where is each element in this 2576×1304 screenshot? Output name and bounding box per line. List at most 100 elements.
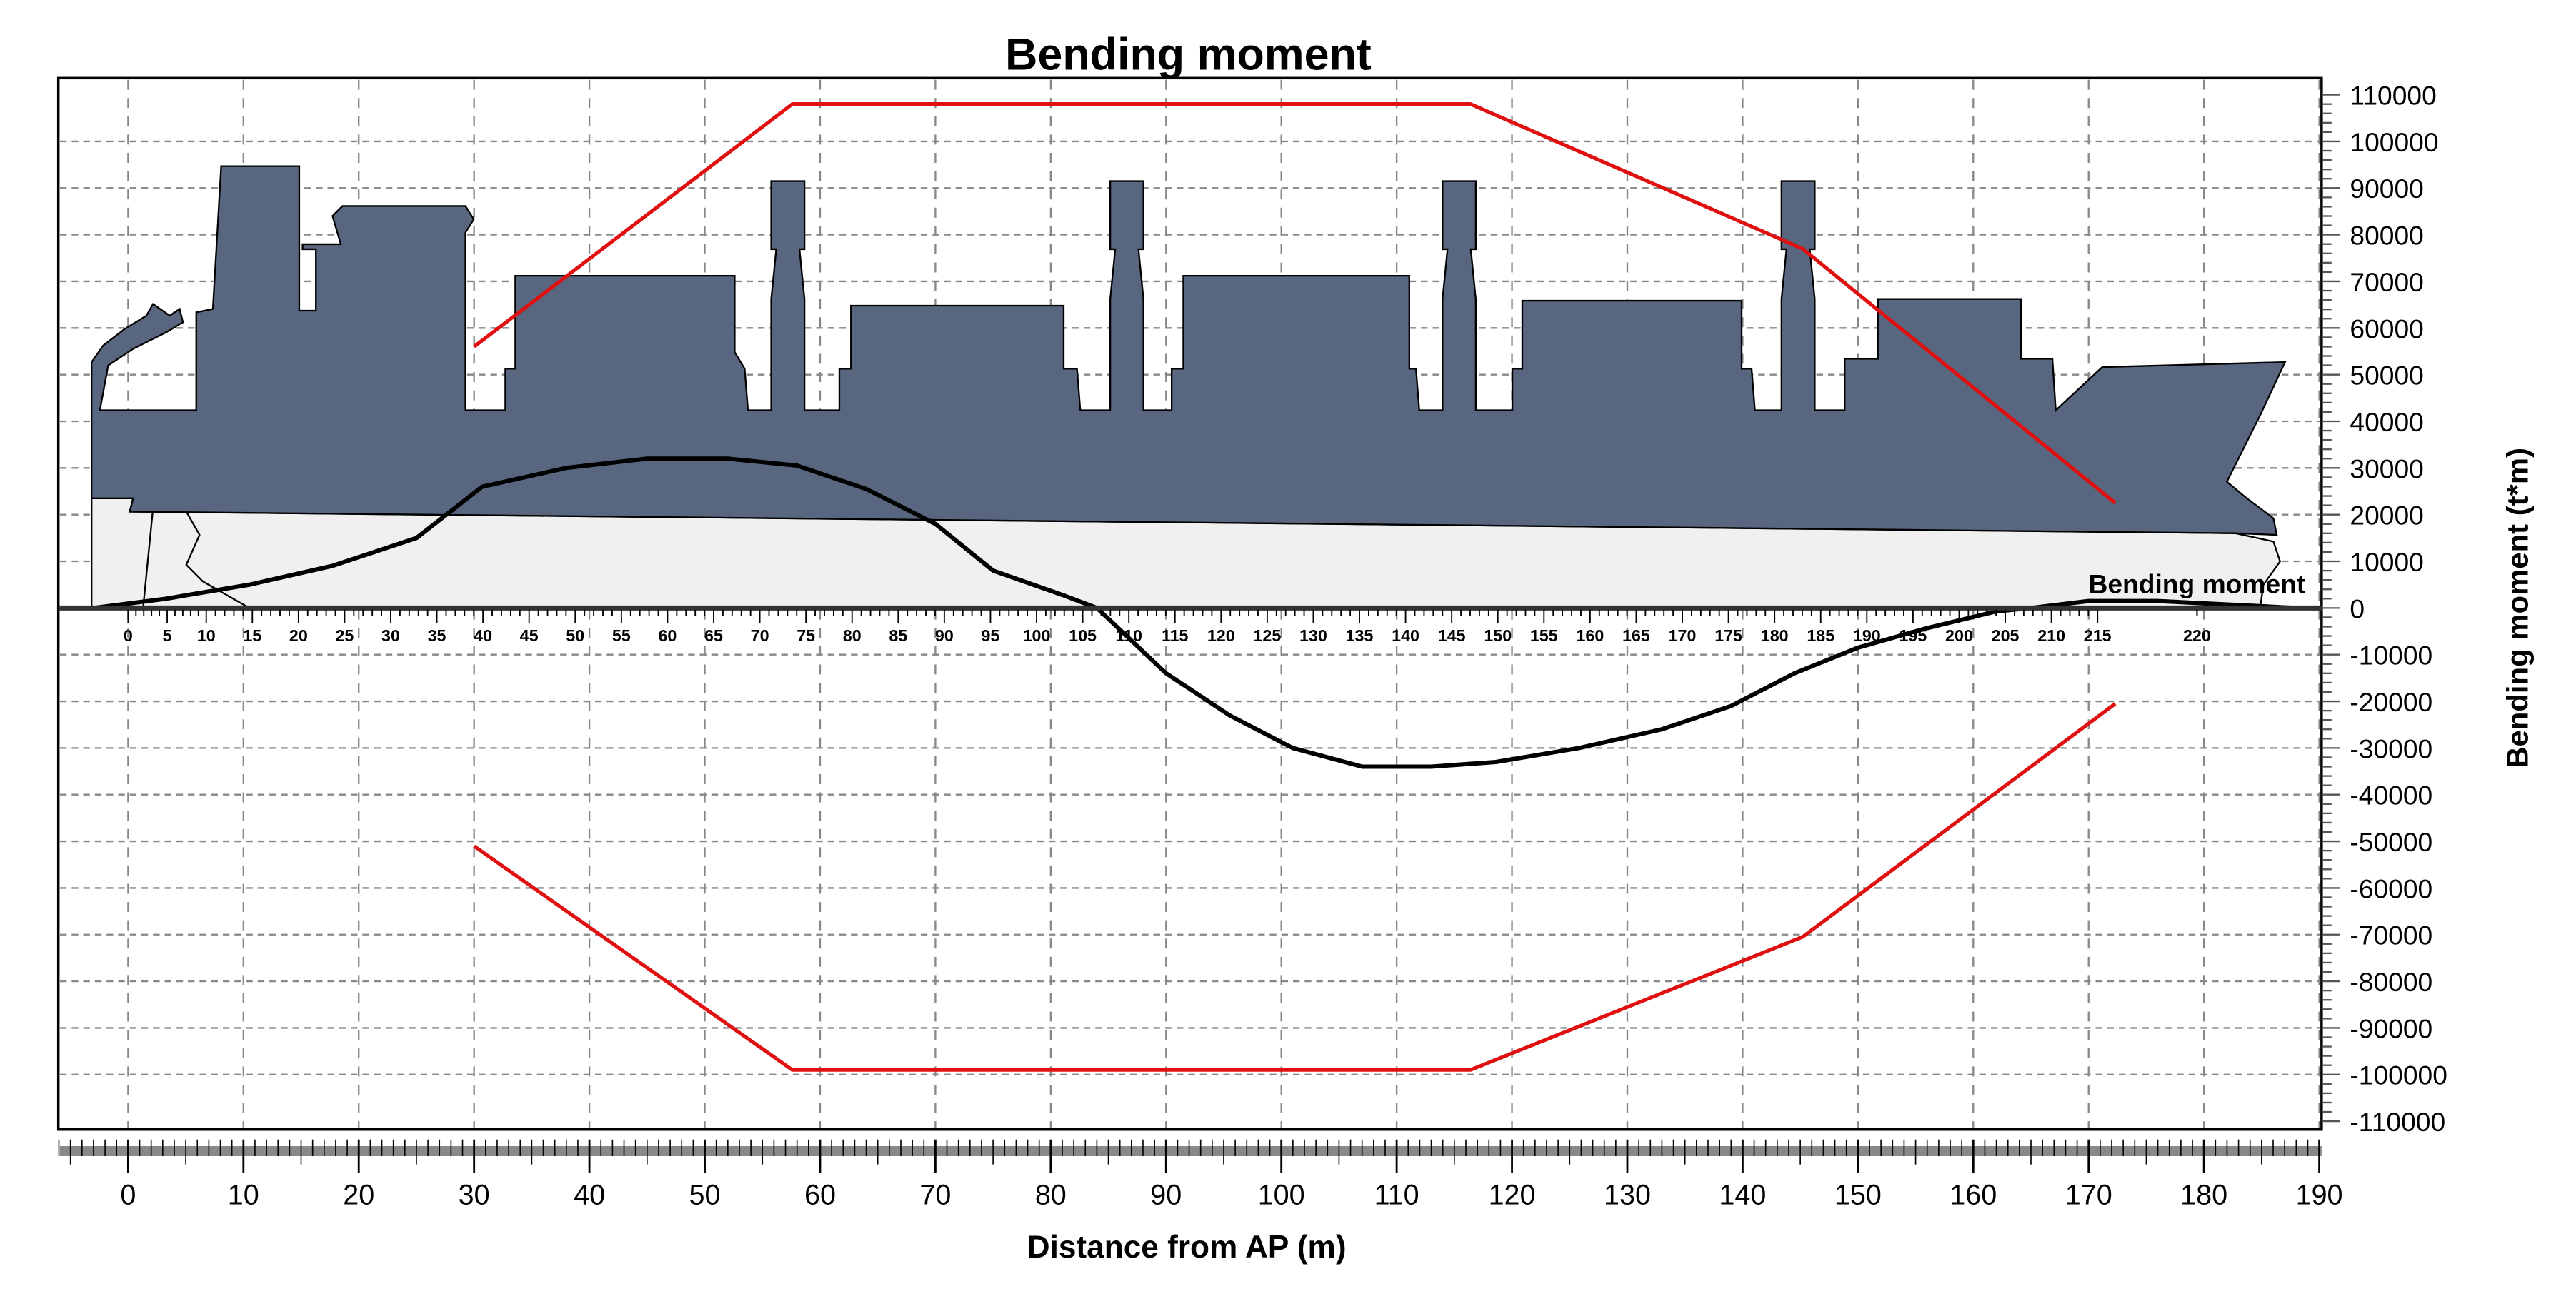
y-axis-right: 1100001000009000080000700006000050000400… [2321, 81, 2447, 1137]
x-tick-label: 190 [2296, 1179, 2343, 1210]
x-axis-bottom: 0 10 20 30 40 50 60 70 80 90 100 110 120 130 140 150 160… [58, 1139, 2343, 1210]
y-tick-label: -110000 [2350, 1107, 2445, 1137]
upper-limit-line [473, 102, 2117, 505]
frame-tick-label: 30 [381, 626, 400, 645]
x-tick-label: 180 [2180, 1179, 2227, 1210]
x-tick-label: 100 [1258, 1179, 1305, 1210]
frame-tick-label: 175 [1714, 626, 1742, 645]
y-tick-label: -100000 [2350, 1060, 2447, 1090]
frame-tick-label: 140 [1392, 626, 1419, 645]
y-tick-label: 0 [2350, 593, 2365, 623]
y-tick-label: 60000 [2350, 314, 2423, 343]
x-tick-label: 160 [1950, 1179, 1997, 1210]
chart-title: Bending moment [1005, 30, 1372, 80]
frame-tick-label: 165 [1622, 626, 1650, 645]
series-layer [93, 102, 2297, 1072]
frame-tick-label: 150 [1484, 626, 1512, 645]
x-tick-label: 120 [1489, 1179, 1536, 1210]
bending-moment-line [93, 456, 2297, 769]
x-tick-label: 50 [689, 1179, 721, 1210]
frame-tick-label: 185 [1807, 626, 1834, 645]
x-tick-label: 30 [459, 1179, 490, 1210]
y-tick-label: -40000 [2350, 781, 2432, 811]
y-tick-label: 70000 [2350, 267, 2423, 297]
frame-tick-label: 35 [428, 626, 446, 645]
y-tick-label: 10000 [2350, 547, 2423, 577]
frame-tick-label: 170 [1669, 626, 1697, 645]
frame-tick-label: 80 [843, 626, 862, 645]
frame-tick-label: 55 [612, 626, 631, 645]
frame-tick-label: 145 [1438, 626, 1466, 645]
y-tick-label: -90000 [2350, 1013, 2432, 1043]
frame-tick-label: 20 [289, 626, 308, 645]
y-tick-label: 30000 [2350, 453, 2423, 483]
x-tick-label: 80 [1035, 1179, 1067, 1210]
frame-tick-label: 220 [2183, 626, 2211, 645]
frame-tick-label: 210 [2037, 626, 2065, 645]
frame-tick-label: 85 [889, 626, 907, 645]
frame-tick-label: 110 [1115, 626, 1142, 645]
frame-tick-label: 45 [520, 626, 539, 645]
frame-tick-label: 105 [1069, 626, 1097, 645]
y-tick-label: -30000 [2350, 733, 2432, 763]
frame-tick-label: 70 [751, 626, 769, 645]
y-tick-label: -80000 [2350, 967, 2432, 997]
y-tick-label: 90000 [2350, 174, 2423, 204]
y-tick-label: -70000 [2350, 921, 2432, 951]
y-tick-label: -50000 [2350, 827, 2432, 857]
y-tick-label: 40000 [2350, 407, 2423, 437]
frame-tick-label: 65 [704, 626, 723, 645]
y-tick-label: 50000 [2350, 361, 2423, 391]
x-tick-label: 140 [1719, 1179, 1766, 1210]
x-tick-label: 0 [120, 1179, 136, 1210]
frame-tick-label: 95 [982, 626, 1000, 645]
frame-tick-label: 200 [1945, 626, 1973, 645]
frame-tick-label: 155 [1530, 626, 1558, 645]
x-axis-bar [60, 1146, 2322, 1156]
frame-tick-label: 130 [1299, 626, 1327, 645]
y-tick-label: 110000 [2350, 81, 2436, 111]
x-tick-label: 110 [1374, 1179, 1419, 1210]
frame-tick-label: 120 [1207, 626, 1235, 645]
frame-number-axis: 0 5 10 15 20 25 30 35 40 45 50 55 60 65 70 75 80 85 90 95 10… [124, 609, 2211, 645]
x-tick-label: 170 [2065, 1179, 2112, 1210]
frame-tick-label: 90 [935, 626, 954, 645]
frame-tick-label: 190 [1853, 626, 1881, 645]
y-tick-label: -20000 [2350, 687, 2432, 717]
x-tick-label: 20 [343, 1179, 374, 1210]
frame-tick-label: 160 [1576, 626, 1604, 645]
frame-tick-label: 115 [1162, 626, 1189, 645]
frame-tick-label: 50 [566, 626, 584, 645]
frame-tick-label: 25 [335, 626, 354, 645]
hull-above-water [91, 165, 2287, 536]
x-tick-label: 40 [574, 1179, 605, 1210]
frame-tick-label: 75 [797, 626, 815, 645]
y-tick-label: 80000 [2350, 221, 2423, 251]
frame-tick-label: 60 [658, 626, 677, 645]
frame-tick-label: 15 [243, 626, 261, 645]
frame-tick-label: 40 [474, 626, 492, 645]
frame-tick-label: 125 [1253, 626, 1281, 645]
y-axis-label: Bending moment (t*m) [2500, 448, 2534, 768]
x-tick-label: 60 [804, 1179, 836, 1210]
x-tick-label: 150 [1834, 1179, 1882, 1210]
frame-tick-label: 0 [124, 626, 133, 645]
lower-limit-line [473, 702, 2117, 1072]
frame-tick-label: 205 [1992, 626, 2020, 645]
y-tick-label: 100000 [2350, 127, 2438, 157]
x-axis-label: Distance from AP (m) [1027, 1230, 1347, 1265]
frame-tick-label: 5 [163, 626, 172, 645]
frame-tick-label: 10 [197, 626, 216, 645]
frame-tick-label: 180 [1761, 626, 1789, 645]
frame-tick-label: 135 [1346, 626, 1374, 645]
y-tick-label: 20000 [2350, 501, 2423, 531]
y-tick-label: -60000 [2350, 873, 2432, 903]
frame-tick-label: 100 [1023, 626, 1051, 645]
frame-tick-label: 215 [2084, 626, 2112, 645]
ship-silhouette [91, 165, 2287, 609]
legend-label: Bending moment [2088, 568, 2305, 598]
x-tick-label: 130 [1604, 1179, 1651, 1210]
frame-tick-label: 195 [1899, 626, 1927, 645]
x-tick-label: 70 [919, 1179, 951, 1210]
